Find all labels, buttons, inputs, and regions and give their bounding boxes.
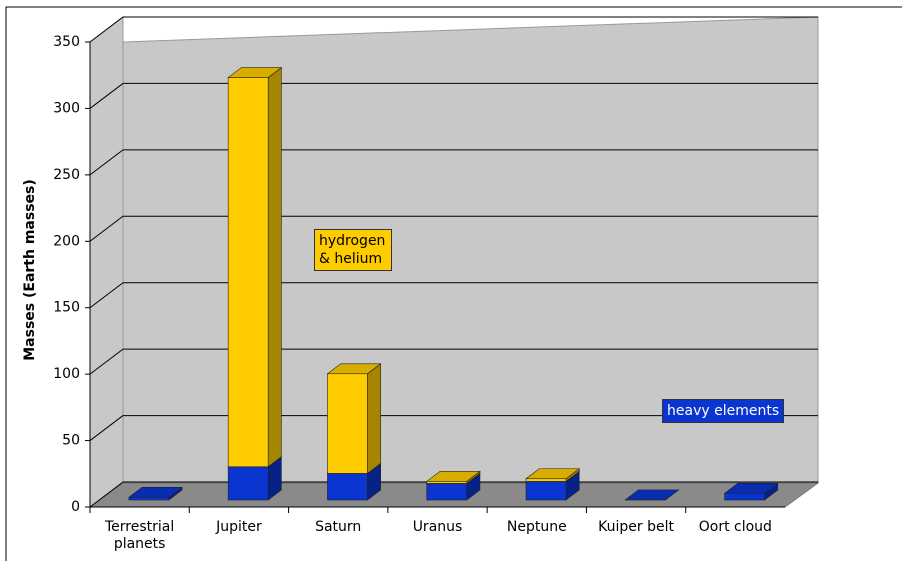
grid-line [89, 481, 124, 508]
grid-line [89, 83, 124, 109]
bar-segment [326, 363, 382, 475]
bar-front [227, 77, 269, 468]
bar-front [227, 466, 269, 501]
bar-front [128, 497, 170, 501]
bar-side [267, 66, 282, 468]
y-tick-label: 200 [53, 233, 80, 249]
x-tick-label: Kuiper belt [598, 519, 674, 535]
y-tick-label: 350 [53, 34, 80, 50]
frame [5, 6, 902, 561]
bar-segment [723, 482, 779, 501]
grid-line [89, 215, 124, 242]
bar-segment [227, 66, 283, 468]
grid-line [89, 415, 124, 441]
x-tick-label: Neptune [506, 519, 567, 535]
x-tick-label: Oort cloud [698, 519, 772, 535]
legend-label: heavy elements [662, 399, 785, 423]
bar-side [367, 363, 381, 475]
y-tick-label: 0 [71, 499, 80, 515]
x-tick-label: Uranus [412, 519, 463, 535]
bar-front [525, 478, 567, 482]
y-tick-label: 150 [53, 300, 80, 316]
x-tick-label: Jupiter [216, 519, 262, 535]
bar-front [724, 493, 765, 501]
y-tick-label: 250 [53, 167, 80, 183]
bar-front [525, 481, 567, 501]
bar-front [327, 373, 368, 474]
bar-front [426, 481, 468, 484]
y-axis-label: Masses (Earth masses) [22, 179, 38, 361]
bar-front [426, 483, 468, 501]
x-tick-label: Terrestrial planets [105, 519, 175, 552]
grid-line [89, 348, 124, 375]
bar-segment [127, 486, 183, 501]
bar-front [327, 473, 368, 501]
left-wall [89, 15, 124, 508]
grid-line [89, 16, 124, 43]
y-tick-label: 300 [53, 100, 80, 116]
legend-label: hydrogen & helium [314, 229, 392, 271]
bar-segment [525, 468, 581, 483]
bar-segment [425, 470, 481, 484]
y-tick-label: 50 [62, 433, 80, 449]
bar-segment [624, 489, 680, 501]
grid-line [89, 149, 124, 176]
grid-line [89, 282, 124, 309]
y-tick-label: 100 [53, 366, 80, 382]
x-tick-label: Saturn [315, 519, 362, 535]
